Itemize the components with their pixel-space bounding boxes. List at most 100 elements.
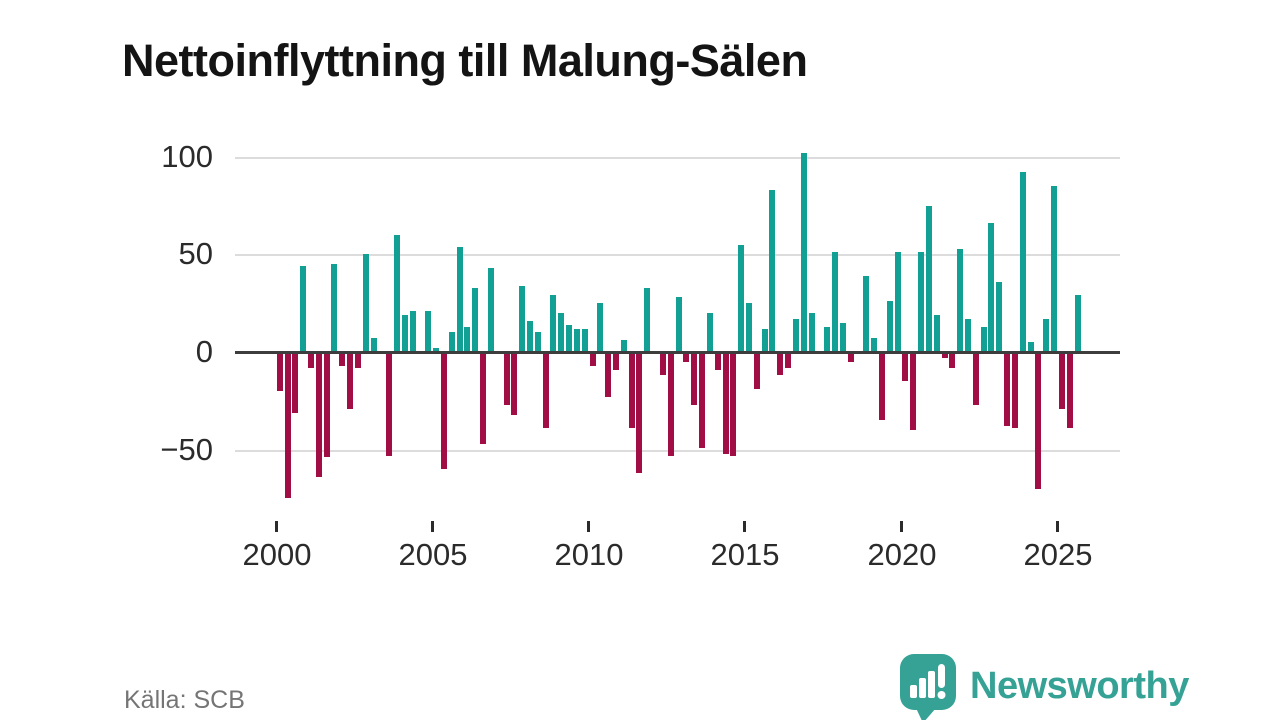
bar <box>785 354 791 368</box>
bar <box>988 223 994 352</box>
x-tick <box>900 521 903 532</box>
x-axis-label: 2000 <box>242 537 312 572</box>
bar <box>504 354 510 405</box>
bar <box>895 252 901 352</box>
bar <box>730 354 736 456</box>
bar <box>464 327 470 352</box>
bar <box>996 282 1002 352</box>
newsworthy-logo-text: Newsworthy <box>970 664 1189 707</box>
bar <box>715 354 721 370</box>
bar <box>1059 354 1065 409</box>
bar <box>793 319 799 352</box>
bar <box>957 249 963 352</box>
bar <box>762 329 768 352</box>
bar <box>769 190 775 352</box>
bar <box>1067 354 1073 428</box>
bar <box>699 354 705 448</box>
x-axis-label: 2010 <box>554 537 624 572</box>
bar <box>848 354 854 362</box>
x-axis-label: 2005 <box>398 537 468 572</box>
bar <box>777 354 783 375</box>
bar <box>331 264 337 352</box>
bar <box>441 354 447 469</box>
bar <box>801 153 807 352</box>
bar <box>754 354 760 389</box>
bar <box>433 348 439 352</box>
bar <box>723 354 729 454</box>
bar <box>629 354 635 428</box>
x-axis-label: 2015 <box>710 537 780 572</box>
bar <box>300 266 306 352</box>
newsworthy-logo-icon <box>900 654 956 720</box>
bar <box>574 329 580 352</box>
bar <box>683 354 689 362</box>
bar <box>965 319 971 352</box>
chart-title: Nettoinflyttning till Malung-Sälen <box>122 35 808 87</box>
gridline--50 <box>235 450 1120 452</box>
x-axis-label: 2025 <box>1023 537 1093 572</box>
bar <box>449 332 455 352</box>
bar <box>339 354 345 366</box>
bar <box>488 268 494 352</box>
bar <box>981 327 987 352</box>
bar <box>879 354 885 420</box>
bar <box>1004 354 1010 426</box>
gridline-50 <box>235 254 1120 256</box>
bar <box>363 254 369 352</box>
bar <box>613 354 619 370</box>
bar <box>558 313 564 352</box>
bar <box>636 354 642 473</box>
bar <box>871 338 877 352</box>
bar <box>582 329 588 352</box>
bar <box>597 303 603 352</box>
bar <box>918 252 924 352</box>
bar <box>324 354 330 457</box>
bar <box>371 338 377 352</box>
x-tick <box>431 521 434 532</box>
bar <box>402 315 408 352</box>
bar <box>355 354 361 368</box>
bar <box>676 297 682 352</box>
bar <box>1075 295 1081 352</box>
bar <box>394 235 400 352</box>
bar <box>824 327 830 352</box>
newsworthy-logo: Newsworthy <box>898 654 1268 720</box>
bar <box>942 354 948 358</box>
bar <box>1043 319 1049 352</box>
bar <box>887 301 893 352</box>
bar <box>910 354 916 430</box>
source-text: Källa: SCB <box>124 686 245 714</box>
bar <box>691 354 697 405</box>
bar <box>472 288 478 352</box>
bar <box>519 286 525 352</box>
bar <box>285 354 291 498</box>
bar <box>809 313 815 352</box>
bar <box>535 332 541 352</box>
bar <box>527 321 533 352</box>
bar <box>644 288 650 352</box>
y-axis-label: −50 <box>160 432 213 467</box>
bar <box>292 354 298 413</box>
bar <box>347 354 353 409</box>
bar <box>707 313 713 352</box>
bar <box>832 252 838 352</box>
y-axis-label: 50 <box>178 236 213 271</box>
x-tick <box>275 521 278 532</box>
bar <box>949 354 955 368</box>
bar <box>1028 342 1034 352</box>
bar <box>480 354 486 444</box>
bar <box>668 354 674 456</box>
bar <box>277 354 283 391</box>
x-tick <box>743 521 746 532</box>
bar <box>738 245 744 352</box>
bar <box>511 354 517 415</box>
bar <box>457 247 463 352</box>
bar <box>660 354 666 375</box>
x-tick <box>1056 521 1059 532</box>
y-axis-label: 0 <box>195 334 213 369</box>
gridline-100 <box>235 157 1120 159</box>
bar <box>902 354 908 381</box>
bar <box>543 354 549 428</box>
